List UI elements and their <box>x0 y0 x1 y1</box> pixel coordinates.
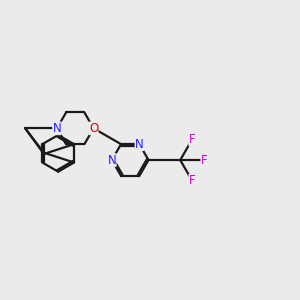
Text: N: N <box>107 154 116 166</box>
Text: N: N <box>52 122 61 135</box>
Text: F: F <box>189 174 196 187</box>
Text: F: F <box>201 154 207 166</box>
Text: F: F <box>189 133 196 146</box>
Text: N: N <box>135 138 144 151</box>
Text: O: O <box>89 122 98 135</box>
